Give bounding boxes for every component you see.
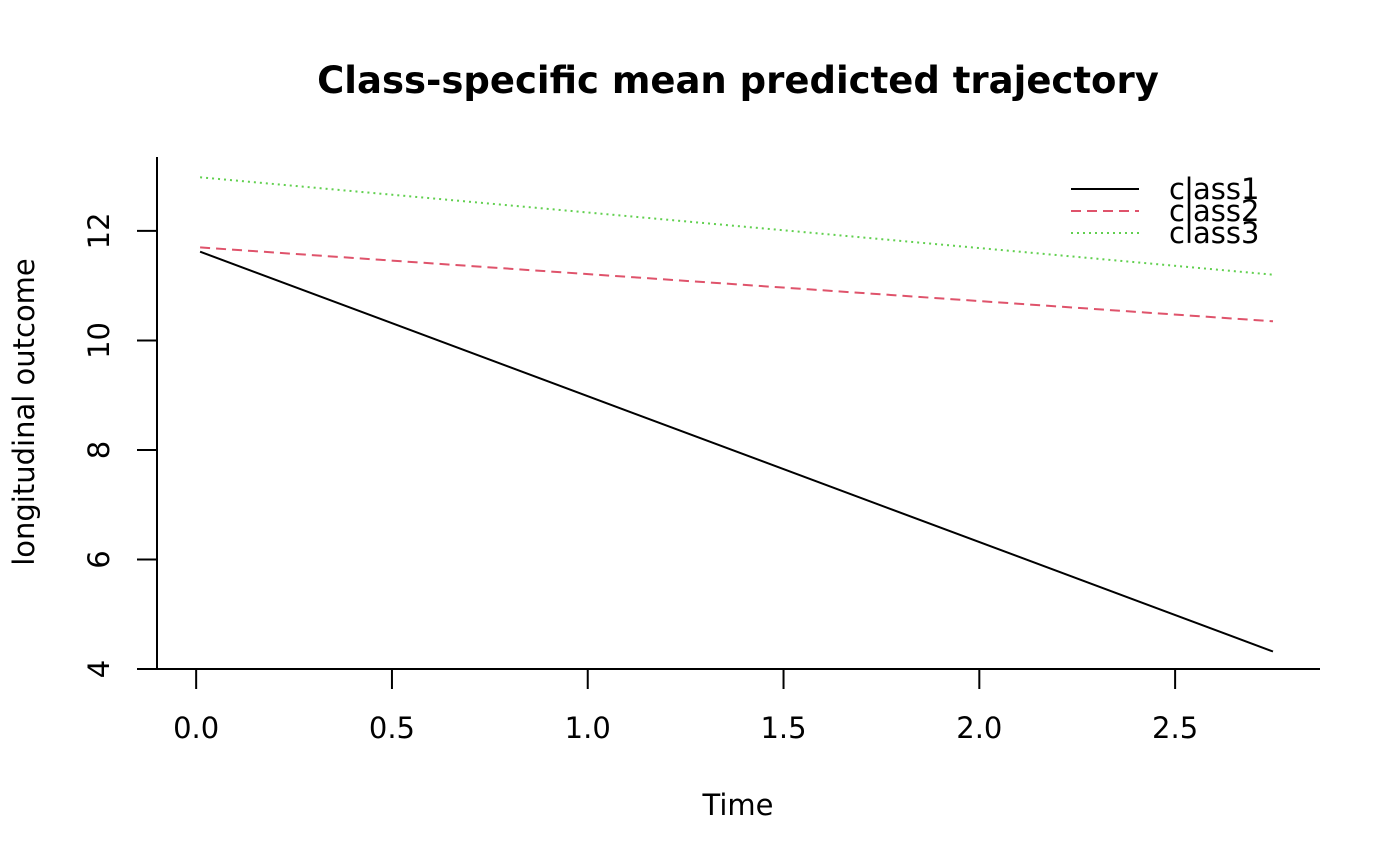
y-axis-label: longitudinal outcome bbox=[7, 258, 41, 566]
plot-series-group bbox=[199, 176, 1274, 653]
legend-label-class1: class1 bbox=[1169, 172, 1259, 206]
y-tick-label: 10 bbox=[82, 322, 116, 359]
x-tick-label: 0.0 bbox=[173, 711, 219, 745]
x-axis-label: Time bbox=[702, 788, 774, 822]
series-line-class3 bbox=[200, 176, 1274, 276]
x-axis-ticks: 0.0 0.5 1.0 1.5 2.0 2.5 bbox=[173, 669, 1198, 745]
series-line-class1 bbox=[199, 250, 1274, 653]
x-tick-label: 1.5 bbox=[760, 711, 806, 745]
y-tick-label: 12 bbox=[82, 212, 116, 249]
legend-label-class2: class2 bbox=[1169, 194, 1259, 228]
y-tick-label: 8 bbox=[82, 441, 116, 459]
legend-label-class3: class3 bbox=[1169, 216, 1259, 250]
y-tick-label: 4 bbox=[82, 660, 116, 678]
y-tick-label: 6 bbox=[82, 550, 116, 568]
x-tick-label: 1.0 bbox=[565, 711, 611, 745]
x-tick-label: 2.5 bbox=[1152, 711, 1198, 745]
series-line-class2 bbox=[200, 246, 1274, 323]
x-tick-label: 2.0 bbox=[956, 711, 1002, 745]
y-axis-ticks: 4 6 8 10 12 bbox=[82, 212, 157, 678]
chart-title: Class-specific mean predicted trajectory bbox=[317, 59, 1159, 102]
x-tick-label: 0.5 bbox=[369, 711, 415, 745]
